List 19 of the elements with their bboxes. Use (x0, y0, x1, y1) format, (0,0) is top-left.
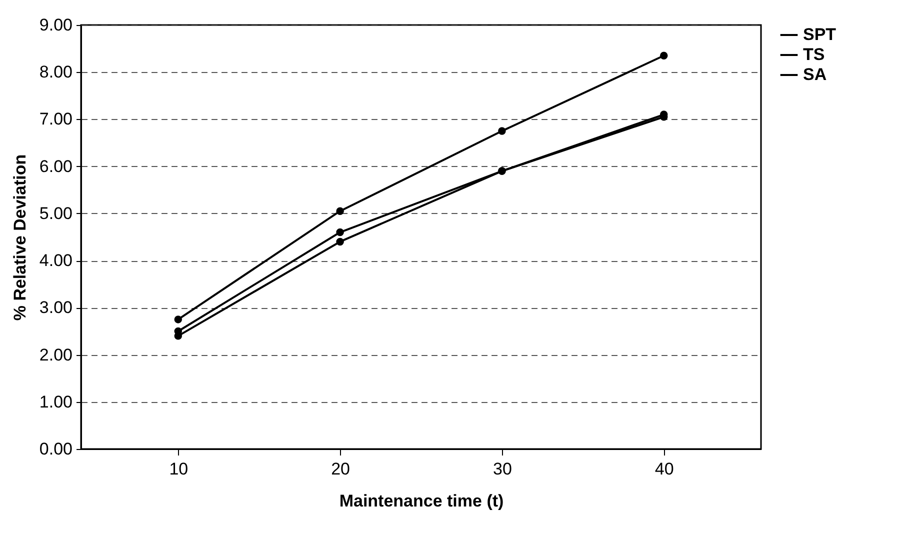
y-tick-label: 7.00 (39, 110, 72, 129)
y-axis-title: % Relative Deviation (10, 154, 30, 321)
legend-label: SA (803, 65, 827, 84)
x-tick-label: 40 (654, 460, 674, 478)
legend-label: SPT (803, 25, 837, 44)
y-tick-label: 5.00 (39, 204, 72, 223)
y-tick-label: 3.00 (39, 298, 72, 318)
y-tick-label: 9.00 (39, 16, 72, 34)
legend-label: TS (803, 45, 825, 64)
x-tick-label: 20 (331, 460, 350, 478)
y-tick-label: 0.00 (39, 440, 72, 458)
x-tick-label: 10 (169, 460, 188, 478)
y-tick-label: 8.00 (39, 62, 72, 82)
y-tick-label: 1.00 (39, 392, 72, 412)
y-tick-label: 4.00 (39, 251, 72, 270)
y-tick-label: 6.00 (39, 156, 72, 176)
y-tick-label: 2.00 (39, 345, 72, 364)
x-tick-label: 30 (492, 460, 512, 478)
x-axis-title: Maintenance time (t) (339, 492, 504, 510)
